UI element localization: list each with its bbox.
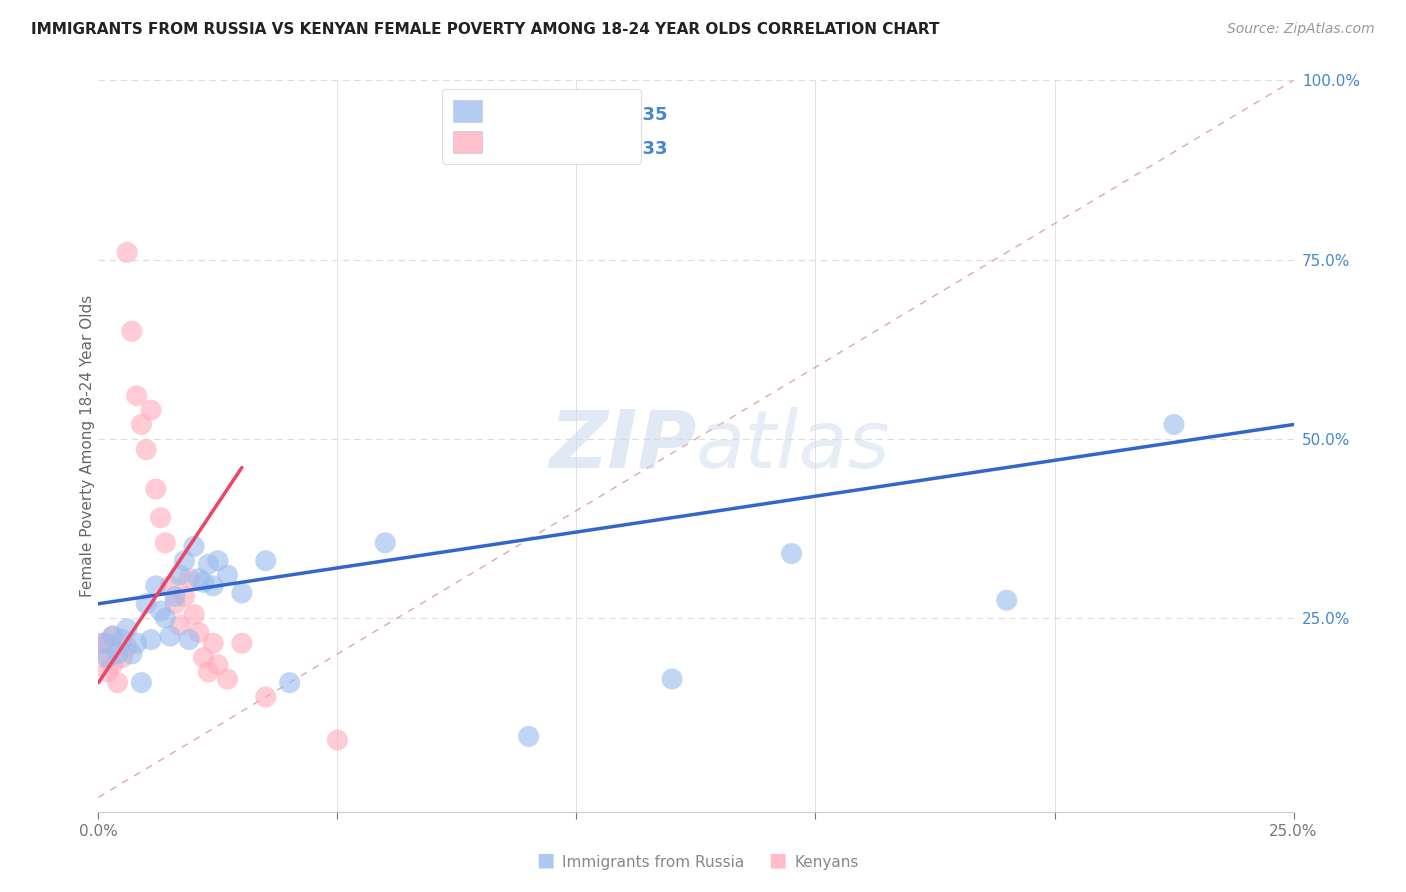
Point [97,665,120,679]
Point [995,593,1018,607]
Point [121,647,143,661]
Text: ■: ■ [536,851,555,870]
Point [193,575,215,590]
Point [197,665,219,679]
Point [125,389,148,403]
Point [374,536,396,550]
Point [217,672,239,686]
Text: atlas: atlas [696,407,891,485]
Point [193,650,215,665]
Point [101,629,124,643]
Point [135,442,157,457]
Point [179,572,201,586]
Point [183,540,205,554]
Point [139,403,162,417]
Point [278,675,301,690]
Point [197,558,219,572]
Text: R = 0.322: R = 0.322 [475,106,565,124]
Point [661,672,683,686]
Point [155,611,177,625]
Point [254,554,277,568]
Point [217,568,239,582]
Text: R = 0.416: R = 0.416 [475,140,565,158]
Point [149,510,172,524]
Point [187,625,209,640]
Point [91,636,114,650]
Point [149,604,172,618]
Point [159,579,181,593]
Point [145,579,167,593]
Point [173,590,195,604]
Point [202,636,225,650]
Text: ZIP: ZIP [548,407,696,485]
Point [97,636,120,650]
Text: N = 33: N = 33 [600,140,668,158]
Point [187,572,209,586]
Point [1163,417,1185,432]
Point [231,636,253,650]
Point [115,245,138,260]
Point [169,618,191,632]
Point [231,586,253,600]
Point [254,690,277,704]
Text: Immigrants from Russia: Immigrants from Russia [562,855,745,870]
Point [169,568,191,582]
Point [183,607,205,622]
Point [207,554,229,568]
Point [207,657,229,672]
Point [125,636,148,650]
Point [101,629,124,643]
Text: IMMIGRANTS FROM RUSSIA VS KENYAN FEMALE POVERTY AMONG 18-24 YEAR OLDS CORRELATIO: IMMIGRANTS FROM RUSSIA VS KENYAN FEMALE … [31,22,939,37]
Point [173,554,195,568]
Point [121,324,143,338]
Text: Kenyans: Kenyans [794,855,859,870]
Y-axis label: Female Poverty Among 18-24 Year Olds: Female Poverty Among 18-24 Year Olds [80,295,94,597]
Point [115,640,138,654]
Point [101,657,124,672]
Point [91,636,114,650]
Point [517,730,540,744]
Point [131,417,153,432]
Point [780,547,803,561]
Point [111,650,134,665]
Point [107,647,129,661]
Point [155,536,177,550]
Point [159,629,181,643]
Point [111,632,134,647]
Point [326,733,349,747]
Legend:                         ,                         : , [441,89,641,164]
Point [163,597,186,611]
Text: ■: ■ [768,851,787,870]
Point [131,675,153,690]
Point [91,650,114,665]
Point [145,482,167,496]
Point [202,579,225,593]
Point [163,590,186,604]
Point [115,622,138,636]
Point [135,597,157,611]
Point [179,632,201,647]
Point [139,632,162,647]
Point [97,650,120,665]
Text: Source: ZipAtlas.com: Source: ZipAtlas.com [1227,22,1375,37]
Text: N = 35: N = 35 [600,106,668,124]
Point [107,675,129,690]
